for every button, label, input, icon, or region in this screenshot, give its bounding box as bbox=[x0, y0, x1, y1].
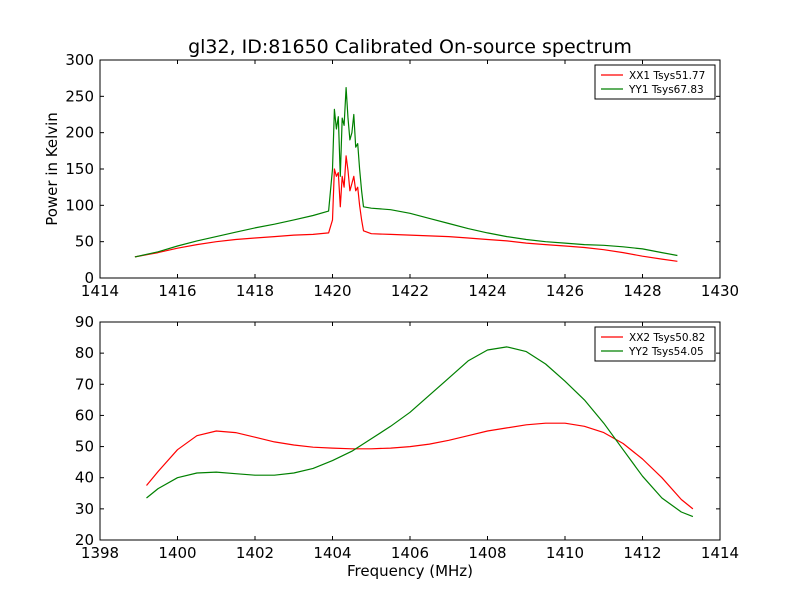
chart-title: gl32, ID:81650 Calibrated On-source spec… bbox=[188, 36, 632, 58]
bottom-legend-label-1: XX2 Tsys50.82 bbox=[629, 332, 705, 344]
top-x-tick-label: 1418 bbox=[236, 282, 274, 300]
bottom-x-axis-label: Frequency (MHz) bbox=[347, 562, 473, 580]
top-y-tick-label: 100 bbox=[65, 196, 94, 214]
bottom-y-tick-label: 30 bbox=[75, 500, 94, 518]
bottom-x-tick-label: 1398 bbox=[81, 544, 119, 562]
bottom-subplot: 1398 1400 1402 1404 1406 1408 1410 1412 1414 20 30… bbox=[75, 313, 739, 562]
top-x-tick-label: 1422 bbox=[391, 282, 429, 300]
bottom-y-tick-label: 40 bbox=[75, 469, 94, 487]
top-series-line-2 bbox=[134, 86, 678, 258]
bottom-x-tick-label: 1410 bbox=[546, 544, 584, 562]
top-legend-label-1: XX1 Tsys51.77 bbox=[629, 70, 705, 82]
top-x-tick-label: 1420 bbox=[313, 282, 351, 300]
bottom-x-tick-label: 1408 bbox=[468, 544, 506, 562]
bottom-y-tick-label: 70 bbox=[75, 375, 94, 393]
bottom-x-tick-label: 1404 bbox=[313, 544, 351, 562]
bottom-series-line-1 bbox=[146, 422, 694, 510]
bottom-legend bbox=[594, 326, 716, 362]
bottom-x-tick-label: 1414 bbox=[701, 544, 739, 562]
top-y-tick-label: 250 bbox=[65, 87, 94, 105]
top-series-line-1 bbox=[134, 155, 678, 262]
bottom-y-tick-label: 20 bbox=[75, 531, 94, 549]
top-y-tick-label: 200 bbox=[65, 124, 94, 142]
top-subplot: 1414 1416 1418 1420 1422 1424 1426 1428 1430 0 50 1… bbox=[65, 51, 739, 300]
top-y-axis-label: Power in Kelvin bbox=[43, 112, 61, 226]
top-legend bbox=[594, 64, 716, 100]
bottom-y-tick-label: 80 bbox=[75, 344, 94, 362]
bottom-x-tick-label: 1400 bbox=[158, 544, 196, 562]
top-y-tick-label: 300 bbox=[65, 51, 94, 69]
bottom-y-tick-label: 90 bbox=[75, 313, 94, 331]
top-x-tick-label: 1414 bbox=[81, 282, 119, 300]
top-x-tick-label: 1426 bbox=[546, 282, 584, 300]
top-y-tick-label: 0 bbox=[84, 269, 94, 287]
top-x-tick-label: 1428 bbox=[623, 282, 661, 300]
bottom-x-tick-label: 1412 bbox=[623, 544, 661, 562]
top-y-tick-label: 150 bbox=[65, 160, 94, 178]
bottom-y-tick-label: 50 bbox=[75, 438, 94, 456]
bottom-x-tick-label: 1402 bbox=[236, 544, 274, 562]
top-y-tick-label: 50 bbox=[75, 233, 94, 251]
bottom-x-tick-label: 1406 bbox=[391, 544, 429, 562]
bottom-y-tick-label: 60 bbox=[75, 406, 94, 424]
bottom-series-line-2 bbox=[146, 346, 694, 518]
top-x-tick-label: 1424 bbox=[468, 282, 506, 300]
top-x-tick-label: 1430 bbox=[701, 282, 739, 300]
bottom-legend-label-2: YY2 Tsys54.05 bbox=[628, 346, 704, 358]
top-x-tick-label: 1416 bbox=[158, 282, 196, 300]
top-legend-label-2: YY1 Tsys67.83 bbox=[628, 84, 704, 96]
